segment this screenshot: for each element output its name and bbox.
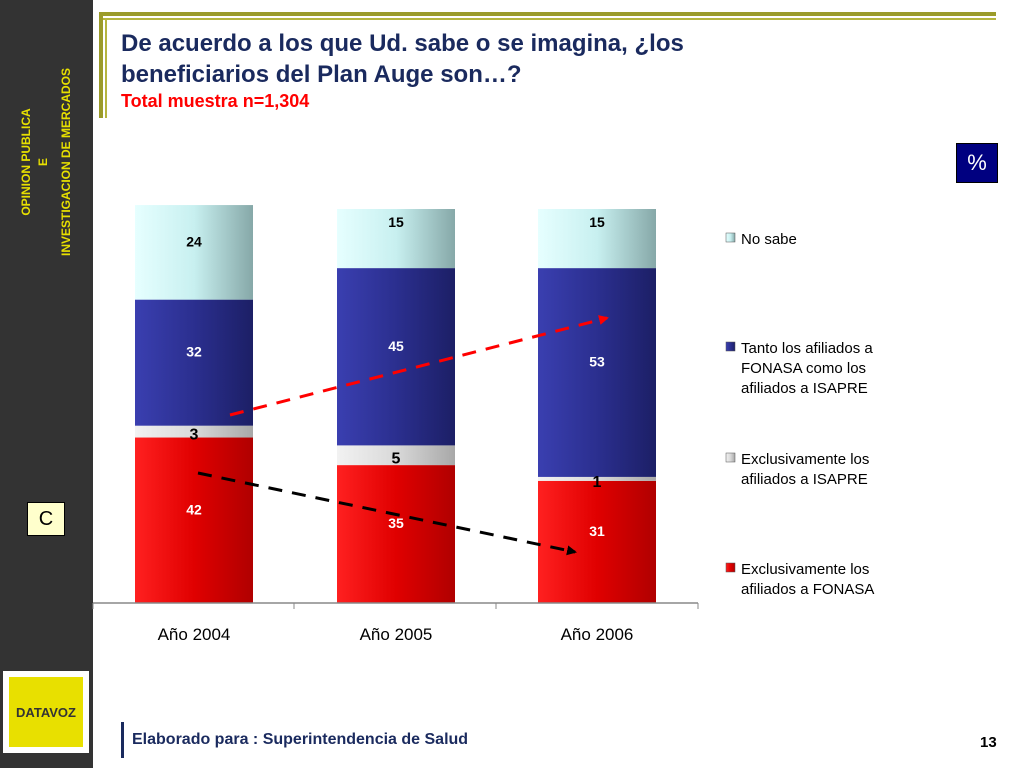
section-badge: C (27, 502, 65, 536)
bar-value-label: 35 (388, 515, 404, 531)
trend-arrow-fonasa (197, 471, 577, 556)
bar-segment (135, 205, 253, 300)
x-tick-label: Año 2006 (561, 625, 634, 644)
sidebar-vertical-text: OPINION PUBLICA E INVESTIGACION DE MERCA… (19, 68, 73, 256)
unit-badge: % (956, 143, 998, 183)
bar-segment (337, 209, 455, 269)
legend-swatch (725, 341, 736, 352)
legend-entry: Exclusivamente los afiliados a FONASA (741, 561, 874, 598)
bar-value-label: 31 (589, 523, 605, 539)
bar-segment (337, 445, 455, 466)
page-subtitle: Total muestra n=1,304 (121, 91, 310, 111)
page-title-line1: De acuerdo a los que Ud. sabe o se imagi… (121, 30, 684, 57)
page-title-line2: beneficiarios del Plan Auge son…? (121, 61, 522, 88)
bar-value-label: 3 (190, 427, 199, 444)
sidebar: OPINION PUBLICA E INVESTIGACION DE MERCA… (0, 0, 93, 768)
bar-segment (538, 476, 656, 481)
legend-entry: Tanto los afiliados a FONASA como los afil… (741, 340, 873, 397)
bar-value-label: 53 (589, 354, 605, 370)
sidebar-line-investigacion: INVESTIGACION DE MERCADOS (59, 68, 73, 256)
bar-value-label: 45 (388, 338, 404, 354)
bar-value-label: 42 (186, 501, 202, 517)
footer-credit: Elaborado para : Superintendencia de Sal… (132, 731, 469, 748)
bar-value-label: 24 (186, 233, 202, 249)
bar-segment (135, 299, 253, 426)
legend-swatch (725, 452, 736, 463)
bar-value-label: 1 (593, 474, 602, 491)
sidebar-line-e: E (36, 158, 50, 166)
bar-segment (538, 480, 656, 603)
bar-value-label: 15 (388, 214, 404, 230)
bar-segment (538, 209, 656, 269)
bar-value-label: 15 (589, 214, 605, 230)
bar-segment (337, 268, 455, 446)
sidebar-line-opinion: OPINION PUBLICA (19, 108, 33, 216)
trend-arrow-ambos (229, 315, 609, 417)
bar-segment (135, 437, 253, 603)
bar-segment (538, 268, 656, 477)
bar-segment (135, 425, 253, 438)
datavoz-logo: DATAVOZ (9, 677, 83, 747)
legend-swatch (725, 232, 736, 243)
bar-segment (337, 465, 455, 603)
bar-value-label: 5 (392, 450, 401, 467)
page-number: 13 (980, 734, 997, 751)
logo-text: DATAVOZ (16, 704, 76, 720)
legend-entry: No sabe (741, 231, 797, 248)
x-tick-label: Año 2005 (360, 625, 433, 644)
bar-value-label: 32 (186, 344, 202, 360)
legend-swatch (725, 562, 736, 573)
x-tick-label: Año 2004 (158, 625, 231, 644)
legend-entry: Exclusivamente los afiliados a ISAPRE (741, 451, 869, 488)
